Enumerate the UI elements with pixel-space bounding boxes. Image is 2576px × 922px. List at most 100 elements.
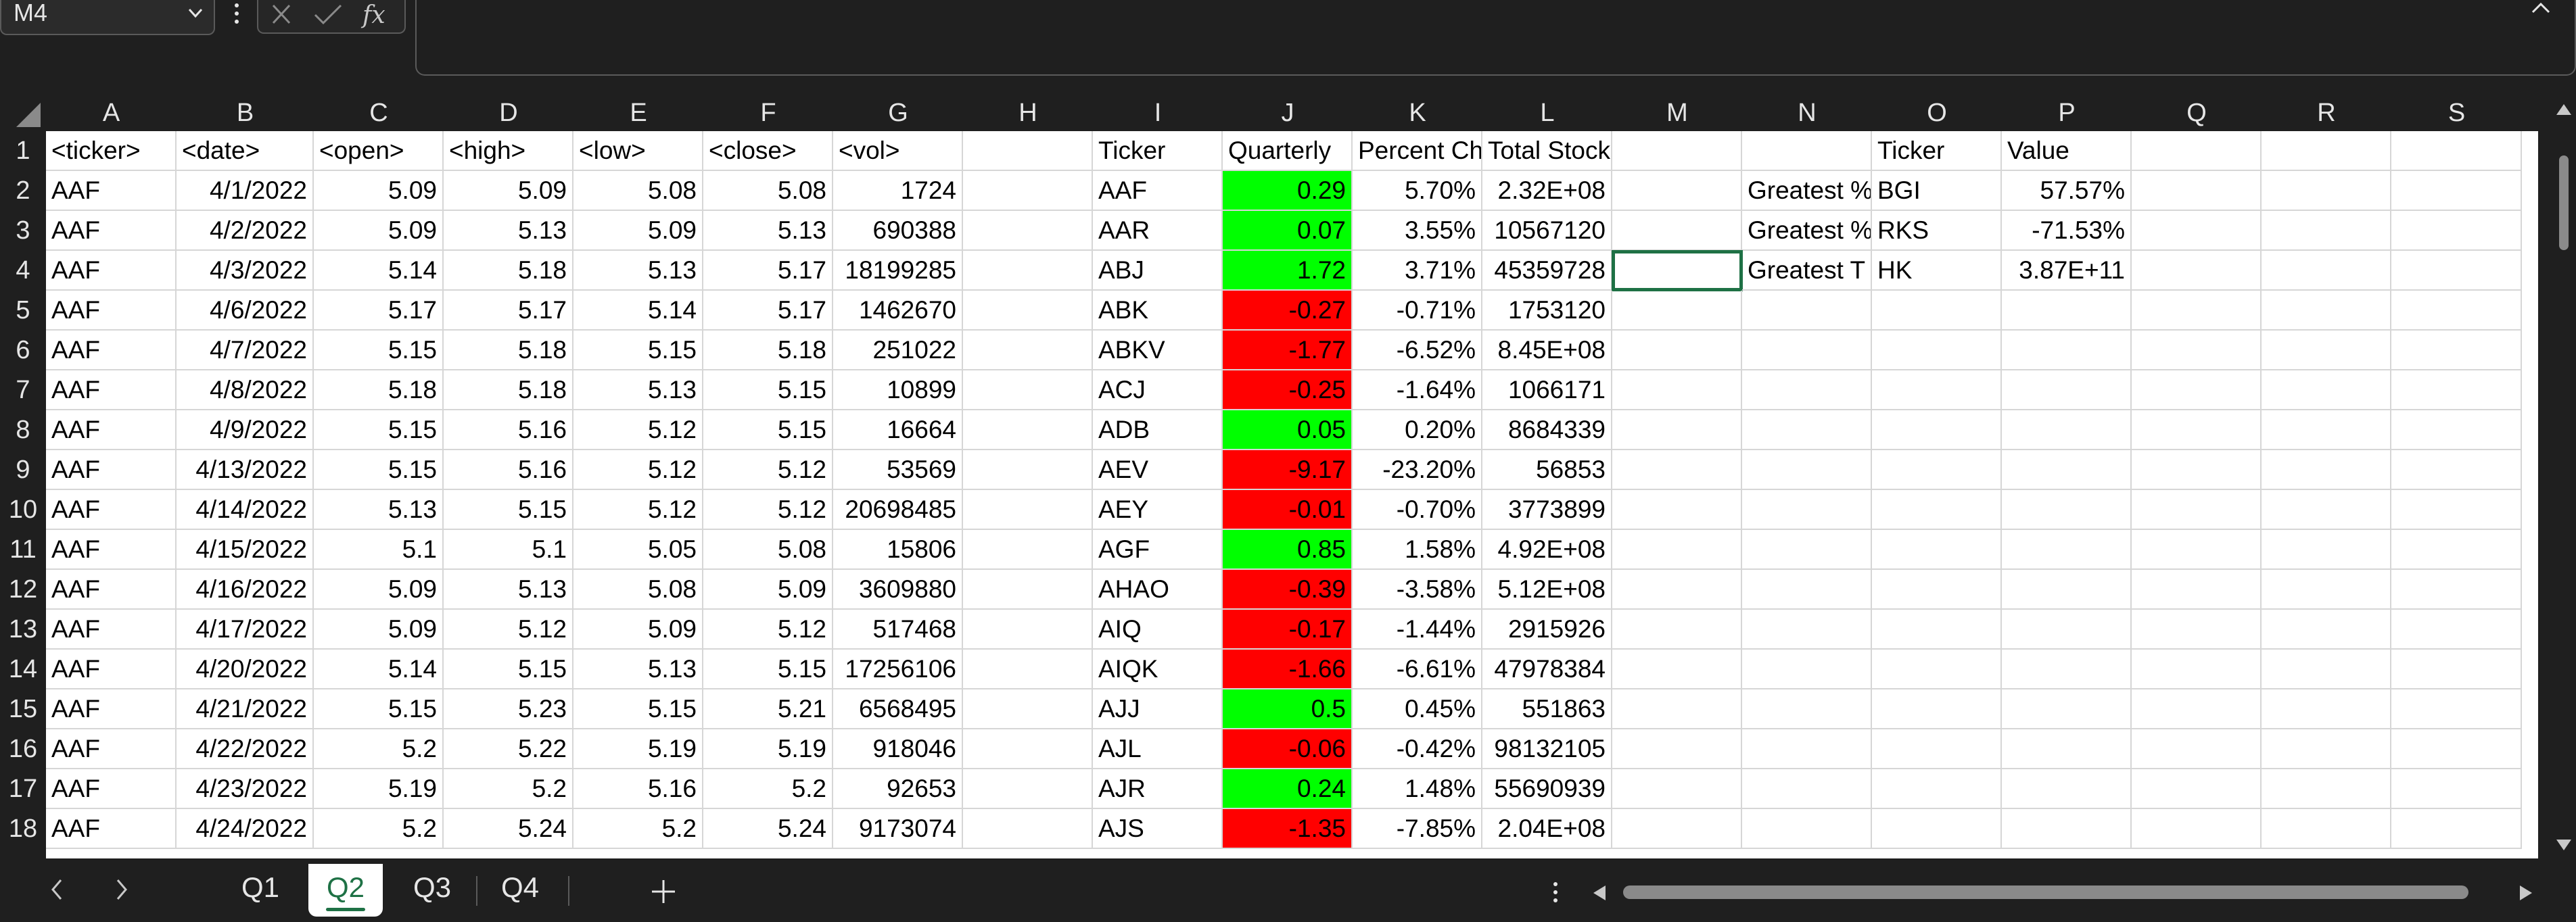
cell-o2[interactable]: BGI <box>1872 171 2002 211</box>
cell-b4[interactable]: 4/3/2022 <box>177 251 314 291</box>
cell-o18[interactable] <box>1872 809 2002 849</box>
cell-m6[interactable] <box>1612 331 1742 370</box>
cell-g7[interactable]: 10899 <box>833 370 963 410</box>
column-header-p[interactable]: P <box>2058 99 2076 127</box>
cell-h1[interactable] <box>963 131 1093 171</box>
cell-d16[interactable]: 5.22 <box>444 729 573 769</box>
cell-c1[interactable]: <open> <box>314 131 444 171</box>
cell-i2[interactable]: AAF <box>1093 171 1223 211</box>
cell-d14[interactable]: 5.15 <box>444 650 573 689</box>
cell-m7[interactable] <box>1612 370 1742 410</box>
column-header-g[interactable]: G <box>888 99 908 127</box>
cell-q16[interactable] <box>2132 729 2262 769</box>
column-header-a[interactable]: A <box>102 99 120 127</box>
cell-l10[interactable]: 3773899 <box>1482 490 1612 530</box>
cell-d13[interactable]: 5.12 <box>444 610 573 650</box>
cell-d4[interactable]: 5.18 <box>444 251 573 291</box>
sheet-options-icon[interactable] <box>1549 877 1562 907</box>
cell-r14[interactable] <box>2262 650 2391 689</box>
cell-h7[interactable] <box>963 370 1093 410</box>
cell-n16[interactable] <box>1742 729 1872 769</box>
cell-j3[interactable]: 0.07 <box>1223 211 1353 251</box>
cell-b2[interactable]: 4/1/2022 <box>177 171 314 211</box>
cell-j7[interactable]: -0.25 <box>1223 370 1353 410</box>
cell-a6[interactable]: AAF <box>46 331 177 370</box>
cell-k12[interactable]: -3.58% <box>1353 570 1482 610</box>
cell-s9[interactable] <box>2391 450 2522 490</box>
chevron-right-icon[interactable] <box>108 875 135 904</box>
scroll-left-icon[interactable] <box>1589 883 1610 903</box>
row-header-2[interactable]: 2 <box>16 176 30 205</box>
cell-j9[interactable]: -9.17 <box>1223 450 1353 490</box>
cell-r13[interactable] <box>2262 610 2391 650</box>
cell-g1[interactable]: <vol> <box>833 131 963 171</box>
cell-m4[interactable] <box>1612 250 1743 291</box>
row-header-14[interactable]: 14 <box>8 655 38 683</box>
scroll-up-icon[interactable] <box>2554 101 2574 118</box>
cell-i7[interactable]: ACJ <box>1093 370 1223 410</box>
cell-p16[interactable] <box>2002 729 2132 769</box>
cell-j12[interactable]: -0.39 <box>1223 570 1353 610</box>
cell-q10[interactable] <box>2132 490 2262 530</box>
cell-a12[interactable]: AAF <box>46 570 177 610</box>
cell-l18[interactable]: 2.04E+08 <box>1482 809 1612 849</box>
cell-f11[interactable]: 5.08 <box>703 530 833 570</box>
cell-s15[interactable] <box>2391 689 2522 729</box>
select-all-corner[interactable] <box>0 95 46 131</box>
cell-m13[interactable] <box>1612 610 1742 650</box>
cell-d17[interactable]: 5.2 <box>444 769 573 809</box>
cell-a16[interactable]: AAF <box>46 729 177 769</box>
cell-j15[interactable]: 0.5 <box>1223 689 1353 729</box>
column-header-m[interactable]: M <box>1666 99 1688 127</box>
cell-l7[interactable]: 1066171 <box>1482 370 1612 410</box>
cell-j10[interactable]: -0.01 <box>1223 490 1353 530</box>
cell-g18[interactable]: 9173074 <box>833 809 963 849</box>
cell-b17[interactable]: 4/23/2022 <box>177 769 314 809</box>
cell-n18[interactable] <box>1742 809 1872 849</box>
cell-e5[interactable]: 5.14 <box>573 291 703 331</box>
cell-r8[interactable] <box>2262 410 2391 450</box>
cell-n4[interactable]: Greatest T <box>1742 251 1872 291</box>
row-header-8[interactable]: 8 <box>16 416 30 444</box>
cell-l15[interactable]: 551863 <box>1482 689 1612 729</box>
cell-i10[interactable]: AEY <box>1093 490 1223 530</box>
row-header-1[interactable]: 1 <box>16 137 30 165</box>
cell-d10[interactable]: 5.15 <box>444 490 573 530</box>
cell-k17[interactable]: 1.48% <box>1353 769 1482 809</box>
column-header-h[interactable]: H <box>1018 99 1037 127</box>
cell-j11[interactable]: 0.85 <box>1223 530 1353 570</box>
cell-m9[interactable] <box>1612 450 1742 490</box>
cell-o6[interactable] <box>1872 331 2002 370</box>
cell-c8[interactable]: 5.15 <box>314 410 444 450</box>
cell-k18[interactable]: -7.85% <box>1353 809 1482 849</box>
cell-c6[interactable]: 5.15 <box>314 331 444 370</box>
cell-c5[interactable]: 5.17 <box>314 291 444 331</box>
cell-g14[interactable]: 17256106 <box>833 650 963 689</box>
cell-i13[interactable]: AIQ <box>1093 610 1223 650</box>
cell-s16[interactable] <box>2391 729 2522 769</box>
cell-k3[interactable]: 3.55% <box>1353 211 1482 251</box>
cell-l17[interactable]: 55690939 <box>1482 769 1612 809</box>
vertical-scroll-thumb[interactable] <box>2559 155 2569 250</box>
cell-m8[interactable] <box>1612 410 1742 450</box>
cell-g4[interactable]: 18199285 <box>833 251 963 291</box>
column-header-q[interactable]: Q <box>2186 99 2207 127</box>
cell-r6[interactable] <box>2262 331 2391 370</box>
cell-d6[interactable]: 5.18 <box>444 331 573 370</box>
cell-d18[interactable]: 5.24 <box>444 809 573 849</box>
cell-n2[interactable]: Greatest % <box>1742 171 1872 211</box>
cell-q12[interactable] <box>2132 570 2262 610</box>
cell-m2[interactable] <box>1612 171 1742 211</box>
cell-p7[interactable] <box>2002 370 2132 410</box>
cancel-icon[interactable] <box>266 1 296 28</box>
cell-o8[interactable] <box>1872 410 2002 450</box>
row-header-6[interactable]: 6 <box>16 336 30 364</box>
cell-r15[interactable] <box>2262 689 2391 729</box>
cell-a9[interactable]: AAF <box>46 450 177 490</box>
chevron-left-icon[interactable] <box>43 875 70 904</box>
cell-n11[interactable] <box>1742 530 1872 570</box>
cell-b1[interactable]: <date> <box>177 131 314 171</box>
cell-a7[interactable]: AAF <box>46 370 177 410</box>
cell-m10[interactable] <box>1612 490 1742 530</box>
cell-g16[interactable]: 918046 <box>833 729 963 769</box>
